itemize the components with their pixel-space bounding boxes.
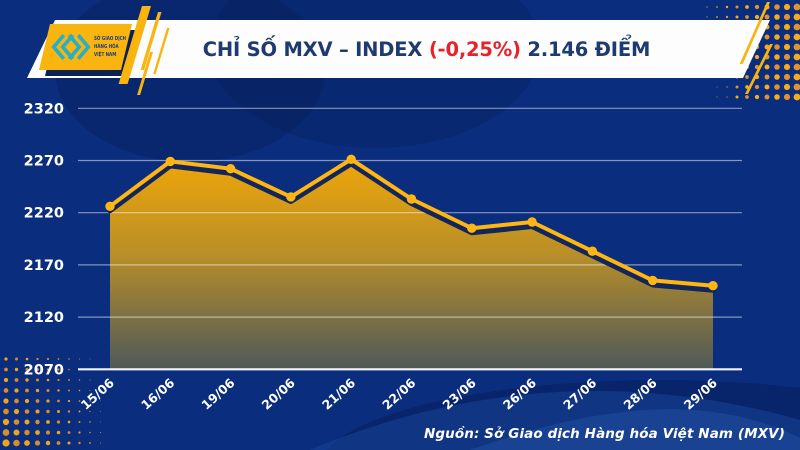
- x-axis-label: 27/06: [560, 375, 600, 413]
- source-attribution: Nguồn: Sở Giao dịch Hàng hóa Việt Nam (M…: [424, 426, 785, 442]
- x-axis-label: 26/06: [500, 375, 540, 413]
- data-point-23-06: [467, 223, 477, 233]
- logo-plate: SỞ GIAO DỊCH HÀNG HÓA VIỆT NAM: [39, 24, 132, 70]
- data-point-20-06: [286, 192, 296, 202]
- page-title: CHỈ SỐ MXV – INDEX (-0,25%) 2.146 ĐIỂM: [202, 37, 651, 61]
- y-axis-label: 2170: [24, 258, 64, 274]
- data-point-29-06: [708, 281, 718, 291]
- data-point-27-06: [587, 246, 598, 256]
- x-axis-label: 22/06: [379, 375, 419, 413]
- data-point-19-06: [225, 164, 236, 174]
- halftone-dots-bottom-left: [2, 357, 101, 447]
- title-points: 2.146 ĐIỂM: [520, 37, 651, 61]
- data-point-26-06: [527, 217, 537, 227]
- logo-line-2: HÀNG HÓA: [94, 43, 119, 50]
- y-axis-label: 2270: [24, 154, 64, 170]
- logo-line-1: SỞ GIAO DỊCH: [94, 35, 127, 42]
- x-axis-label: 19/06: [198, 375, 238, 413]
- x-axis-label: 21/06: [319, 375, 359, 413]
- data-point-21-06: [346, 154, 356, 164]
- mxv-chevrons-icon: [51, 34, 91, 60]
- light-wave-bottom: [310, 391, 800, 450]
- y-axis-label: 2120: [24, 310, 64, 326]
- x-axis-label: 28/06: [620, 375, 660, 413]
- logo-line-3: VIỆT NAM: [94, 52, 117, 59]
- x-axis-label: 29/06: [681, 375, 721, 413]
- title-change-percent: (-0,25%): [428, 37, 521, 61]
- y-axis-label: 2220: [24, 206, 64, 222]
- logo-wordmark: SỞ GIAO DỊCH HÀNG HÓA VIỆT NAM: [94, 35, 126, 60]
- x-axis-label: 20/06: [259, 375, 299, 413]
- data-point-22-06: [406, 194, 417, 204]
- x-axis-label: 23/06: [440, 375, 480, 413]
- data-point-15-06: [105, 201, 115, 211]
- data-point-28-06: [648, 275, 658, 286]
- y-axis-label: 2070: [24, 362, 64, 378]
- light-wave-bottom-2: [470, 409, 800, 450]
- x-axis-label: 15/06: [78, 375, 118, 413]
- y-axis-label: 2320: [24, 101, 64, 117]
- dark-wave-bottom-right: [327, 380, 800, 450]
- data-point-16-06: [165, 156, 175, 167]
- mxv-logo: SỞ GIAO DỊCH HÀNG HÓA VIỆT NAM: [38, 24, 148, 84]
- title-text: CHỈ SỐ MXV – INDEX: [202, 37, 429, 61]
- x-axis-label: 16/06: [138, 375, 178, 413]
